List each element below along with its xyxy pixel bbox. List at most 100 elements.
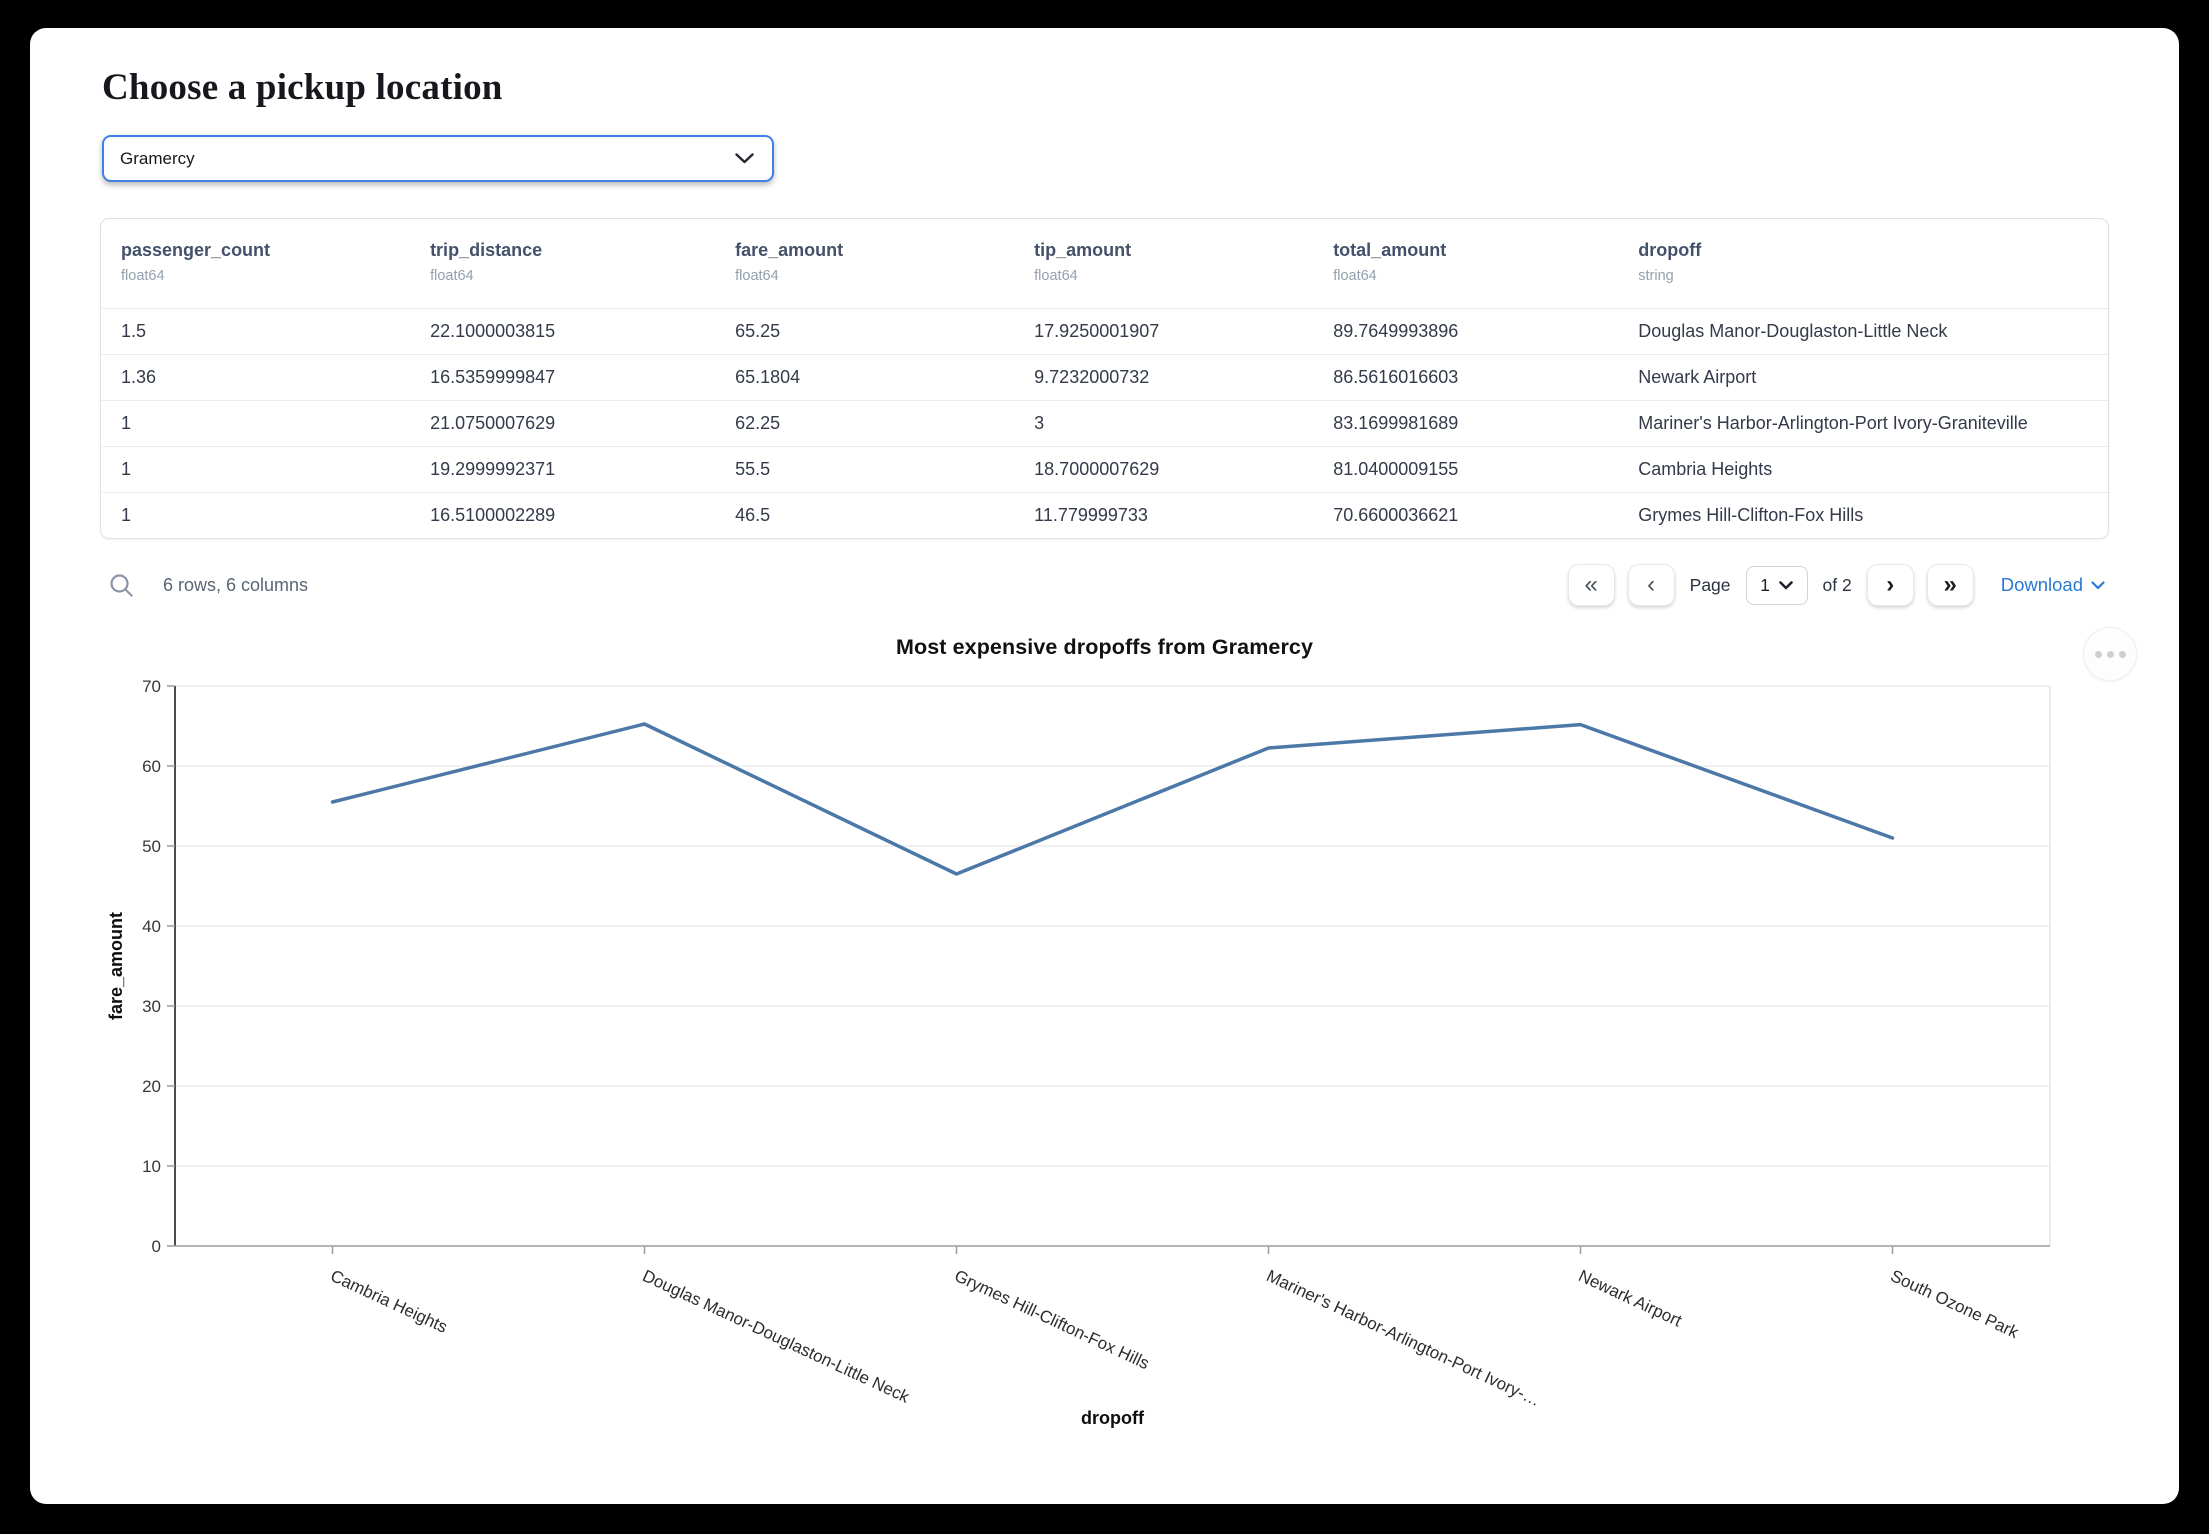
app-window: Choose a pickup location Gramercy passen… xyxy=(30,28,2179,1504)
chart-section: Most expensive dropoffs from Gramercy 0 1… xyxy=(100,627,2137,1454)
column-name: trip_distance xyxy=(430,240,543,260)
table-cell: 81.0400009155 xyxy=(1333,459,1459,479)
page-number-value: 1 xyxy=(1760,574,1770,595)
table-row: 1.5 22.1000003815 65.25 17.9250001907 89.764… xyxy=(101,309,2108,354)
table-body: 1.5 22.1000003815 65.25 17.9250001907 89.764… xyxy=(101,309,2108,538)
table-cell: 62.25 xyxy=(735,413,781,433)
column-dtype: string xyxy=(1638,268,1674,284)
download-button[interactable]: Download xyxy=(2001,574,2105,596)
column-header-tip_amount[interactable]: tip_amount float64 xyxy=(1014,240,1313,284)
page-of-label: of 2 xyxy=(1822,574,1852,595)
column-header-passenger_count[interactable]: passenger_count float64 xyxy=(101,240,410,284)
table-cell: 18.7000007629 xyxy=(1034,459,1160,479)
chevron-down-icon xyxy=(735,153,754,164)
column-name: tip_amount xyxy=(1034,240,1132,260)
table-row: 1 19.2999992371 55.5 18.7000007629 81.040000… xyxy=(101,446,2108,492)
x-tick-label: Newark Airport xyxy=(1576,1266,1685,1330)
table-cell: Mariner's Harbor-Arlington-Port Ivory-Gr… xyxy=(1638,413,2028,433)
chevron-down-icon xyxy=(2091,580,2105,589)
column-name: fare_amount xyxy=(735,240,844,260)
x-axis-title: dropoff xyxy=(1081,1408,1145,1428)
table-cell: 65.25 xyxy=(735,321,781,341)
table-cell: 17.9250001907 xyxy=(1034,321,1160,341)
column-dtype: float64 xyxy=(1333,268,1377,284)
column-dtype: float64 xyxy=(121,268,165,284)
table-footer: 6 rows, 6 columns « ‹ Page 1 of 2 › » Do… xyxy=(100,561,2109,609)
table-cell: 86.5616016603 xyxy=(1333,367,1459,387)
column-name: dropoff xyxy=(1638,240,1702,260)
table-cell: 65.1804 xyxy=(735,367,801,387)
y-tick-label: 20 xyxy=(142,1077,161,1096)
table-cell: 11.779999733 xyxy=(1034,505,1148,525)
column-name: passenger_count xyxy=(121,240,271,260)
last-page-button[interactable]: » xyxy=(1926,564,1974,606)
table-row: 1 16.5100002289 46.5 11.779999733 70.6600036… xyxy=(101,492,2108,538)
y-tick-label: 50 xyxy=(142,837,161,856)
table-cell: 22.1000003815 xyxy=(430,321,556,341)
y-tick-label: 70 xyxy=(142,677,161,696)
ellipsis-icon xyxy=(2106,650,2114,658)
column-header-trip_distance[interactable]: trip_distance float64 xyxy=(410,240,715,284)
table-cell: 46.5 xyxy=(735,505,771,525)
x-tick-label: Douglas Manor-Douglaston-Little Neck xyxy=(640,1266,913,1407)
table-cell: Douglas Manor-Douglaston-Little Neck xyxy=(1638,321,1948,341)
row-count-summary: 6 rows, 6 columns xyxy=(163,574,309,595)
table-cell: 16.5359999847 xyxy=(430,367,556,387)
prev-page-button[interactable]: ‹ xyxy=(1627,564,1675,606)
table-cell: Newark Airport xyxy=(1638,367,1757,387)
more-options-button[interactable] xyxy=(2083,627,2137,681)
table-cell: 1 xyxy=(121,505,132,525)
page-number-select[interactable]: 1 xyxy=(1745,565,1808,605)
first-page-button[interactable]: « xyxy=(1567,564,1615,606)
line-series xyxy=(330,722,1895,876)
column-name: total_amount xyxy=(1333,240,1447,260)
x-tick-label: Mariner's Harbor-Arlington-Port Ivory-… xyxy=(1264,1266,1544,1410)
table-cell: 1 xyxy=(121,413,132,433)
y-tick-label: 40 xyxy=(142,917,161,936)
table-cell: 89.7649993896 xyxy=(1333,321,1459,341)
chart-title: Most expensive dropoffs from Gramercy xyxy=(895,635,1314,659)
table-cell: Cambria Heights xyxy=(1638,459,1773,479)
search-button[interactable] xyxy=(108,572,135,599)
table-cell: 55.5 xyxy=(735,459,771,479)
pickup-select-value: Gramercy xyxy=(120,148,195,168)
line-chart: 0 10 20 30 40 50 60 70 Cambria Heights Douglas Ma… xyxy=(106,677,2051,1428)
y-axis-title: fare_amount xyxy=(106,912,126,1020)
column-header-total_amount[interactable]: total_amount float64 xyxy=(1313,240,1618,284)
page-title: Choose a pickup location xyxy=(102,67,503,108)
column-header-dropoff[interactable]: dropoff string xyxy=(1618,240,2108,284)
x-tick-label: Grymes Hill-Clifton-Fox Hills xyxy=(952,1266,1153,1373)
column-header-fare_amount[interactable]: fare_amount float64 xyxy=(715,240,1014,284)
table-cell: 16.5100002289 xyxy=(430,505,556,525)
column-dtype: float64 xyxy=(430,268,474,284)
ellipsis-icon xyxy=(2094,650,2102,658)
table-cell: 9.7232000732 xyxy=(1034,367,1150,387)
table-cell: 1.36 xyxy=(121,367,157,387)
table-row: 1.36 16.5359999847 65.1804 9.7232000732 86.5… xyxy=(101,354,2108,400)
table-cell: 1 xyxy=(121,459,132,479)
table-cell: 70.6600036621 xyxy=(1333,505,1459,525)
table-cell: 19.2999992371 xyxy=(430,459,556,479)
chevron-down-icon xyxy=(1779,580,1793,589)
table-cell: Grymes Hill-Clifton-Fox Hills xyxy=(1638,505,1864,525)
table-row: 1 21.0750007629 62.25 3 83.1699981689 Mariner… xyxy=(101,400,2108,446)
column-dtype: float64 xyxy=(1034,268,1078,284)
search-icon xyxy=(110,573,133,597)
pickup-select[interactable]: Gramercy xyxy=(102,135,774,182)
x-tick-label: South Ozone Park xyxy=(1888,1266,2022,1342)
next-page-button[interactable]: › xyxy=(1866,564,1914,606)
pagination: « ‹ Page 1 of 2 › » Download xyxy=(1567,564,2105,606)
y-tick-label: 30 xyxy=(142,997,161,1016)
y-tick-label: 60 xyxy=(142,757,161,776)
table-cell: 21.0750007629 xyxy=(430,413,556,433)
y-tick-label: 0 xyxy=(152,1237,161,1256)
table-cell: 1.5 xyxy=(121,321,147,341)
table-cell: 3 xyxy=(1034,413,1045,433)
y-tick-label: 10 xyxy=(142,1157,161,1176)
page-label: Page xyxy=(1689,574,1731,595)
column-dtype: float64 xyxy=(735,268,779,284)
x-tick-label: Cambria Heights xyxy=(328,1266,451,1337)
ellipsis-icon xyxy=(2118,650,2126,658)
